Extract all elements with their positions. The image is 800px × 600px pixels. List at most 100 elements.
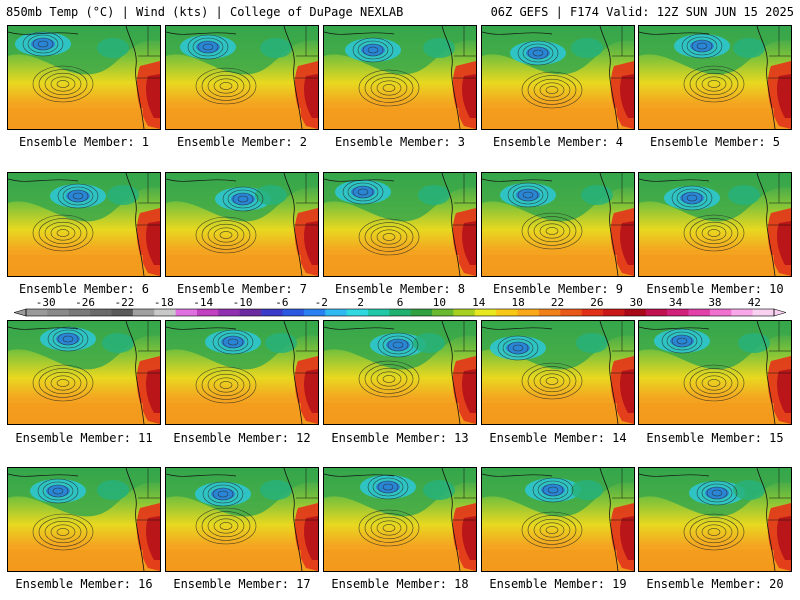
ensemble-member-label: Ensemble Member: 18 [331,577,469,591]
ensemble-map-panel [638,172,792,277]
ensemble-map-panel [7,25,161,130]
ensemble-member-label: Ensemble Member: 6 [18,282,150,296]
colorbar-swatch [474,309,497,316]
run-valid-time: 06Z GEFS | F174 Valid: 12Z SUN JUN 15 20… [490,5,794,19]
ensemble-member-label: Ensemble Member: 7 [176,282,308,296]
ensemble-map-panel [7,320,161,425]
ensemble-member-label: Ensemble Member: 20 [646,577,784,591]
ensemble-map-panel [165,320,319,425]
colorbar-swatch [346,309,369,316]
ensemble-map-panel [7,467,161,572]
colorbar-swatch [603,309,625,316]
colorbar-swatch [581,309,604,316]
colorbar-swatch [154,309,176,316]
colorbar-swatch [560,309,582,316]
colorbar-tick: 38 [708,296,722,309]
ensemble-map-panel [481,467,635,572]
ensemble-member-label: Ensemble Member: 1 [18,135,150,149]
ensemble-member-label: Ensemble Member: 14 [489,431,627,445]
colorbar-tick: -2 [314,296,328,309]
colorbar-swatch [261,309,283,316]
colorbar-swatch [239,309,262,316]
colorbar-max-arrow [773,308,786,317]
colorbar-swatch [175,309,198,316]
colorbar-swatch [367,309,390,316]
colorbar-swatch [688,309,711,316]
ensemble-map-panel [165,25,319,130]
ensemble-member-label: Ensemble Member: 19 [489,577,627,591]
ensemble-map-panel [165,467,319,572]
colorbar-tick: -10 [232,296,253,309]
colorbar-tick: -6 [275,296,289,309]
ensemble-map-panel [638,25,792,130]
colorbar-swatch [90,309,112,316]
ensemble-member-label: Ensemble Member: 11 [15,431,153,445]
colorbar-swatch [282,309,305,316]
colorbar-min-arrow [14,308,27,317]
colorbar-swatch [432,309,454,316]
colorbar-swatch [709,309,732,316]
ensemble-map-panel [638,320,792,425]
colorbar-swatch [453,309,476,316]
colorbar-swatch [731,309,753,316]
colorbar-swatch [752,309,775,316]
ensemble-member-label: Ensemble Member: 9 [492,282,624,296]
ensemble-map-panel [481,25,635,130]
colorbar-swatch [68,309,91,316]
ensemble-member-label: Ensemble Member: 8 [334,282,466,296]
colorbar-swatch [196,309,219,316]
colorbar-swatch [496,309,518,316]
colorbar-swatch [47,309,70,316]
ensemble-member-label: Ensemble Member: 10 [646,282,784,296]
colorbar-tick: -14 [193,296,214,309]
colorbar-tick: -22 [114,296,135,309]
colorbar-tick: 2 [357,296,364,309]
ensemble-member-label: Ensemble Member: 12 [173,431,311,445]
colorbar-swatch [111,309,134,316]
ensemble-map-panel [323,25,477,130]
ensemble-member-label: Ensemble Member: 2 [176,135,308,149]
ensemble-member-label: Ensemble Member: 13 [331,431,469,445]
colorbar-swatch [517,309,540,316]
ensemble-map-panel [7,172,161,277]
colorbar-tick: 6 [396,296,404,309]
colorbar-swatch [26,309,48,316]
colorbar-outline [25,308,775,317]
colorbar-tick: 42 [747,296,761,309]
colorbar-tick: 30 [629,296,643,309]
ensemble-member-label: Ensemble Member: 3 [334,135,466,149]
ensemble-member-label: Ensemble Member: 15 [646,431,784,445]
colorbar-swatch [410,309,433,316]
ensemble-map-panel [323,172,477,277]
map-title: 850mb Temp (°C) | Wind (kts) | College o… [6,5,404,19]
colorbar-tick: 14 [472,296,486,309]
colorbar-swatch [303,309,326,316]
colorbar-swatch [218,309,241,316]
ensemble-member-label: Ensemble Member: 5 [649,135,781,149]
ensemble-map-panel [323,320,477,425]
colorbar-tick: 10 [432,296,446,309]
ensemble-map-panel [323,467,477,572]
colorbar-swatch [538,309,561,316]
ensemble-member-label: Ensemble Member: 4 [492,135,624,149]
colorbar-swatch [325,309,347,316]
colorbar-swatch [132,309,155,316]
colorbar-tick: -26 [75,296,95,309]
ensemble-map-panel [638,467,792,572]
colorbar-tick: 34 [668,296,683,309]
colorbar-swatch [645,309,668,316]
ensemble-map-panel [481,172,635,277]
colorbar-tick: 22 [550,296,565,309]
colorbar-tick: -18 [153,296,174,309]
colorbar-tick: -30 [35,296,56,309]
temperature-colorbar [14,308,786,317]
ensemble-member-label: Ensemble Member: 17 [173,577,311,591]
colorbar-swatch [667,309,689,316]
colorbar-swatch [389,309,411,316]
colorbar-tick: 18 [511,296,525,309]
colorbar-tick: 26 [590,296,604,309]
ensemble-map-panel [481,320,635,425]
colorbar-swatch [624,309,647,316]
ensemble-member-label: Ensemble Member: 16 [15,577,153,591]
ensemble-map-panel [165,172,319,277]
